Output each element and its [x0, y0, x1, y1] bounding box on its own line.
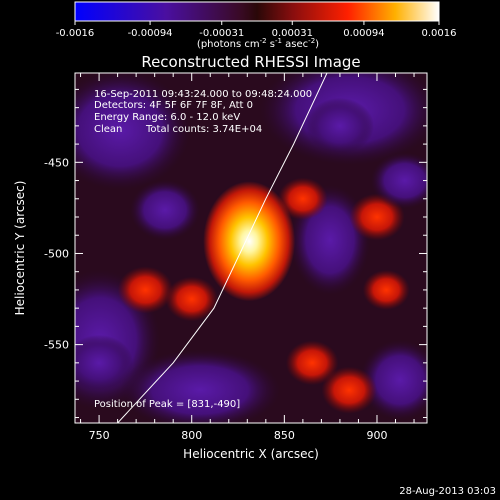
- colorbar-tick-label: -0.00094: [128, 28, 173, 39]
- x-axis-label: Heliocentric X (arcsec): [183, 447, 319, 461]
- negative-source: [75, 334, 134, 391]
- peak-position-label: Position of Peak = [831,-490]: [94, 399, 240, 410]
- negative-source: [305, 97, 374, 154]
- secondary-source: [165, 276, 218, 322]
- secondary-source: [321, 366, 377, 414]
- colorbar-tick-label: -0.00031: [199, 28, 244, 39]
- colorbar: [74, 1, 440, 22]
- negative-source: [370, 152, 427, 209]
- annotation-method: Clean: [94, 124, 122, 135]
- y-axis-label: Heliocentric Y (arcsec): [13, 181, 27, 316]
- secondary-source: [362, 269, 410, 310]
- annotation-counts: Total counts: 3.74E+04: [145, 124, 262, 135]
- x-tick-label: 750: [89, 429, 110, 442]
- x-tick-label: 850: [274, 429, 295, 442]
- colorbar-tick-label: 0.00031: [272, 28, 313, 39]
- y-tick-label: -500: [44, 247, 69, 260]
- negative-region: [360, 340, 427, 420]
- secondary-source: [117, 266, 174, 314]
- peak-source: [203, 181, 296, 302]
- solar-limb-line: [117, 73, 328, 423]
- colorbar-tick-label: 0.0016: [422, 28, 457, 39]
- axis-ticks: 750 800 850 900 -450 -500 -550: [44, 73, 427, 442]
- y-tick-label: -450: [44, 156, 69, 169]
- y-tick-label: -550: [44, 339, 69, 352]
- footer-date: 28-Aug-2013 03:03: [399, 486, 496, 497]
- annotation-energy: Energy Range: 6.0 - 12.0 keV: [94, 112, 240, 123]
- negative-region: [120, 350, 280, 423]
- annotation-detectors: Detectors: 4F 5F 6F 7F 8F, Att 0: [94, 100, 253, 111]
- colorbar-tick-label: 0.00094: [343, 28, 384, 39]
- x-tick-label: 900: [366, 429, 387, 442]
- chart-title: Reconstructed RHESSI Image: [141, 53, 360, 71]
- plot-frame: [74, 72, 428, 424]
- annotation-time-range: 16-Sep-2011 09:43:24.000 to 09:48:24.000: [94, 89, 312, 100]
- x-tick-label: 800: [181, 429, 202, 442]
- negative-region: [130, 180, 200, 240]
- secondary-source: [277, 177, 328, 220]
- heatmap-sources: [75, 97, 427, 414]
- colorbar-ticks: -0.0016 -0.00094 -0.00031 0.00031 0.00094 0.0…: [56, 21, 457, 39]
- colorbar-tick-label: -0.0016: [56, 28, 95, 39]
- negative-region: [75, 73, 190, 190]
- colorbar-unit: (photons cm-2 s-1 asec-2): [197, 37, 319, 50]
- secondary-source: [285, 340, 339, 386]
